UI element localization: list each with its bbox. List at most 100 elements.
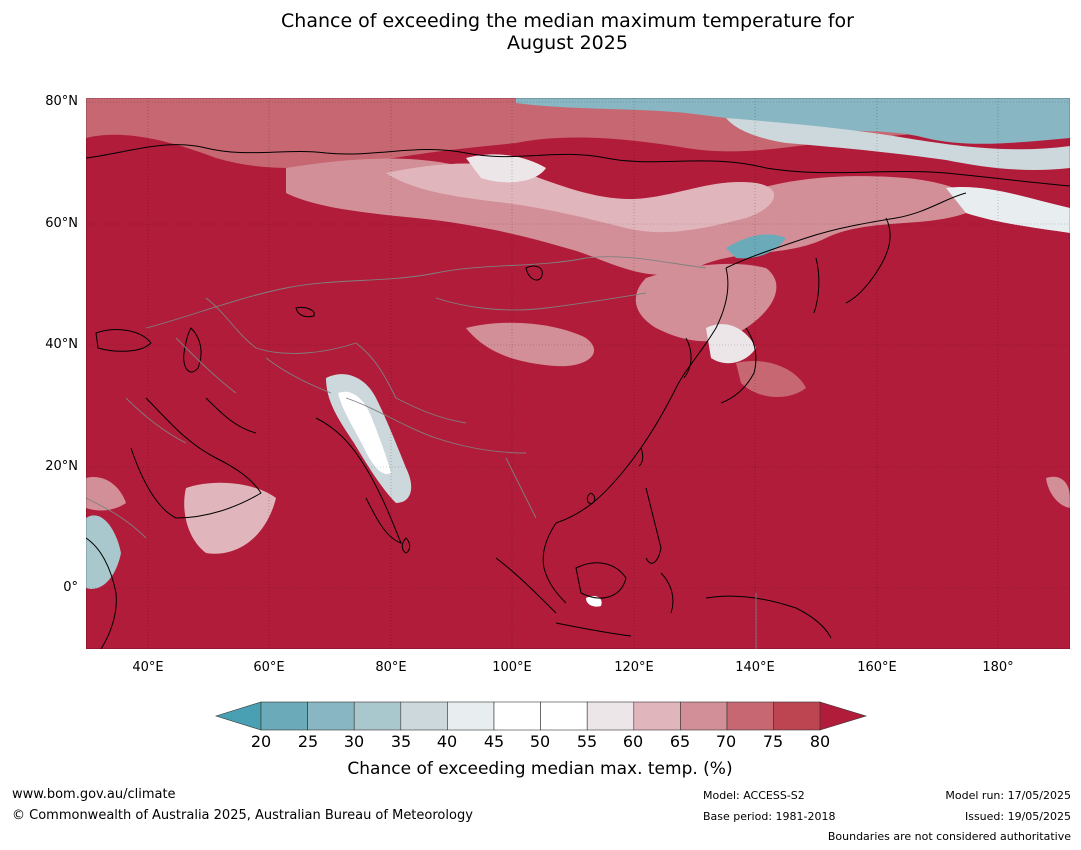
- map-title-line1: Chance of exceeding the median maximum t…: [281, 10, 854, 32]
- footer-issued: Issued: 19/05/2025: [964, 810, 1071, 823]
- colorbar-over-arrow: [819, 701, 868, 731]
- colorbar-segment: [586, 701, 635, 731]
- coast-east-asia: [555, 267, 729, 524]
- coast-india: [315, 417, 402, 544]
- colorbar-under-arrow: [214, 701, 262, 731]
- coast-japan: [720, 327, 757, 404]
- shading-siberia-light: [386, 163, 775, 233]
- lon-label-140e: 140°E: [735, 660, 775, 675]
- lon-label-160e: 160°E: [857, 660, 897, 675]
- border-saudi: [125, 397, 187, 444]
- coast-sulawesi: [660, 572, 674, 614]
- lon-label-180: 180°: [982, 660, 1014, 675]
- coast-caspian: [183, 327, 202, 373]
- lon-label-40e: 40°E: [132, 660, 164, 675]
- shading-pacific-east: [1046, 476, 1070, 508]
- colorbar-label: Chance of exceeding median max. temp. (%…: [347, 759, 733, 779]
- border-china-west: [355, 342, 467, 424]
- colorbar-segment: [493, 701, 541, 731]
- colorbar-tick-65: 65: [669, 732, 691, 751]
- shading-india-white: [338, 391, 391, 474]
- coast-okhotsk: [725, 192, 967, 269]
- colorbar-tick-40: 40: [436, 732, 458, 751]
- lon-label-80e: 80°E: [375, 660, 407, 675]
- colorbar-tick-55: 55: [576, 732, 598, 751]
- coast-black-sea: [95, 329, 152, 352]
- shading-arctic-light: [726, 118, 1070, 171]
- footer-copyright: © Commonwealth of Australia 2025, Austra…: [12, 808, 473, 823]
- map-title-line2: August 2025: [507, 32, 628, 54]
- coast-java: [555, 622, 632, 637]
- colorbar-segment: [633, 701, 681, 731]
- shading-east-africa-blue: [86, 515, 121, 589]
- shading-somalia-pink: [86, 477, 126, 511]
- coast-balkhash: [295, 307, 315, 318]
- lat-label-20n: 20°N: [45, 459, 78, 474]
- coast-borneo: [575, 562, 627, 599]
- colorbar-segment: [726, 701, 774, 731]
- border-china-mongolia: [435, 292, 647, 311]
- footer-model: Model: ACCESS-S2: [703, 789, 805, 802]
- colorbar-segment: [773, 701, 821, 731]
- colorbar-segments: [260, 701, 821, 731]
- colorbar-tick-35: 35: [390, 732, 412, 751]
- footer-base-period: Base period: 1981-2018: [703, 810, 836, 823]
- colorbar-tick-70: 70: [715, 732, 737, 751]
- coast-new-guinea: [705, 595, 832, 639]
- coast-arctic: [86, 144, 1070, 187]
- shading-japan-white: [706, 324, 756, 364]
- colorbar-segment: [400, 701, 448, 731]
- shading-arctic-blue: [516, 98, 1070, 144]
- colorbar-segment: [353, 701, 402, 731]
- coast-kamchatka: [845, 217, 891, 304]
- lat-label-0: 0°: [63, 580, 78, 595]
- border-himalaya: [345, 397, 527, 454]
- colorbar-tick-60: 60: [622, 732, 644, 751]
- shading-pacific-patch: [736, 360, 806, 398]
- coast-sumatra: [495, 557, 557, 614]
- map-title: Chance of exceeding the median maximum t…: [0, 10, 1081, 54]
- coast-taiwan: [638, 447, 644, 467]
- border-iran: [175, 337, 237, 394]
- colorbar: [214, 701, 868, 731]
- lon-label-60e: 60°E: [253, 660, 285, 675]
- shading-east-siberia-white: [946, 187, 1070, 233]
- shading-mongolia-light: [466, 322, 595, 367]
- coast-hainan: [586, 492, 596, 505]
- shading-yakutia-white: [466, 154, 546, 183]
- lat-label-40n: 40°N: [45, 337, 78, 352]
- footer-model-run: Model run: 17/05/2025: [945, 789, 1071, 802]
- lat-label-60n: 60°N: [45, 216, 78, 231]
- colorbar-segment: [447, 701, 495, 731]
- coast-arabia: [130, 397, 262, 519]
- coast-persian-gulf: [205, 397, 257, 434]
- colorbar-tick-30: 30: [343, 732, 365, 751]
- border-myanmar: [505, 457, 537, 519]
- country-borders: [86, 256, 757, 649]
- lon-label-100e: 100°E: [492, 660, 532, 675]
- lat-label-80n: 80°N: [45, 94, 78, 109]
- border-russia-south: [145, 256, 707, 329]
- border-horn-africa: [86, 497, 147, 539]
- probability-map: [86, 98, 1070, 649]
- border-kazakhstan: [205, 297, 357, 354]
- lon-label-120e: 120°E: [614, 660, 654, 675]
- border-afghanistan: [265, 357, 332, 394]
- colorbar-tick-45: 45: [483, 732, 505, 751]
- colorbar-tick-25: 25: [297, 732, 319, 751]
- probability-shading: [86, 98, 1070, 607]
- shading-arabian-sea-light: [184, 482, 276, 554]
- colorbar-segment: [260, 701, 308, 731]
- coast-sri-lanka: [401, 537, 411, 554]
- graticule: [86, 98, 1070, 649]
- colorbar-tick-50: 50: [529, 732, 551, 751]
- footer-url[interactable]: www.bom.gov.au/climate: [12, 787, 176, 802]
- colorbar-tick-20: 20: [250, 732, 272, 751]
- coast-africa: [86, 537, 117, 649]
- footer-disclaimer: Boundaries are not considered authoritat…: [827, 830, 1071, 843]
- colorbar-tick-75: 75: [762, 732, 784, 751]
- coast-lake-baikal: [525, 265, 543, 281]
- shading-borneo-white: [586, 595, 602, 607]
- colorbar-tick-80: 80: [809, 732, 831, 751]
- coast-philippines: [645, 487, 662, 564]
